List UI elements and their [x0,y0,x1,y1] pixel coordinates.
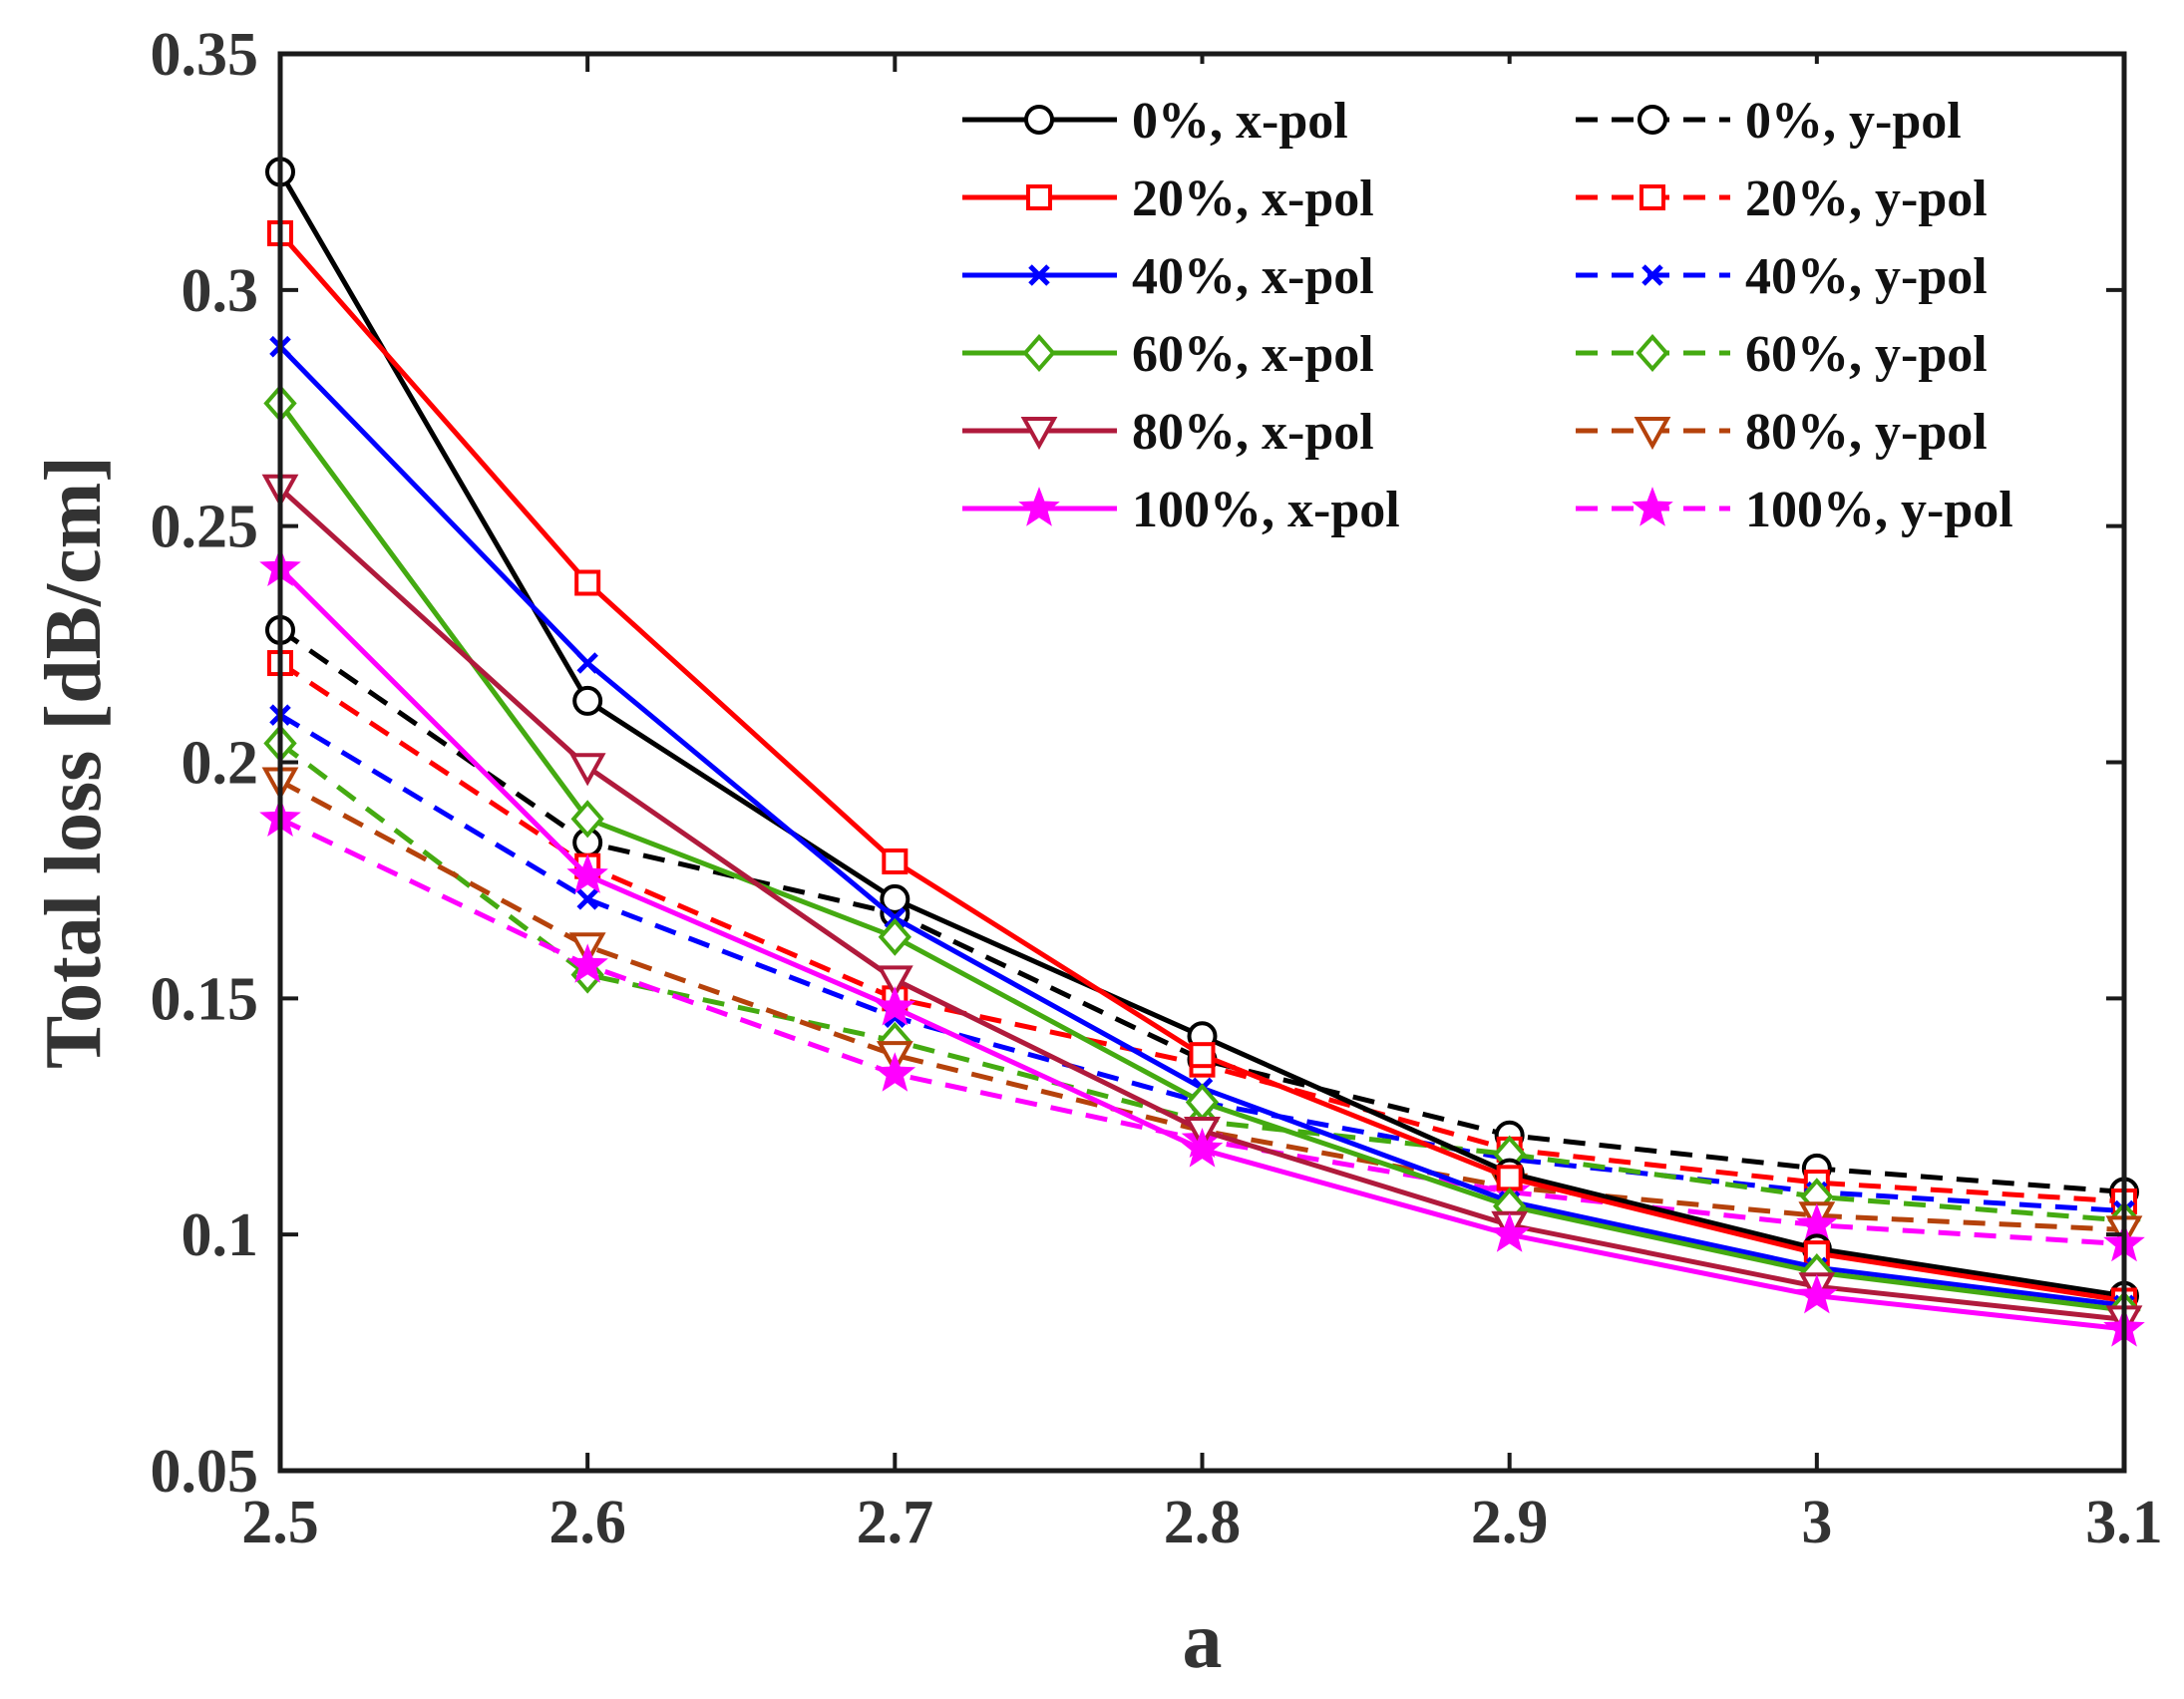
x-axis-title: a [1183,1597,1223,1685]
legend-marker [1636,333,1669,373]
legend-label: 100%, y-pol [1745,482,2013,538]
legend-marker [1632,487,1673,526]
legend-marker [1024,105,1054,135]
legend-item: 100%, y-pol [1576,482,2013,538]
legend-marker [1020,417,1058,451]
series-60-y-pol [263,724,2141,1239]
legend-marker [1026,184,1052,210]
data-point-marker [882,848,909,874]
data-point-marker [1189,1042,1216,1069]
legend-label: 40%, x-pol [1132,248,1374,305]
legend-marker [1639,184,1665,210]
legend-box [927,64,2104,552]
x-tick-label: 3.1 [2085,1489,2163,1556]
data-point-marker [1181,1128,1224,1168]
x-tick-label: 2.7 [857,1489,934,1556]
y-tick-label: 0.1 [182,1201,259,1269]
legend-item: 60%, y-pol [1576,326,1988,383]
series-80-x-pol [261,474,2143,1339]
data-point-marker [566,943,608,983]
legend-label: 0%, y-pol [1745,93,1962,150]
data-point-marker [874,985,916,1026]
legend-item: 0%, x-pol [962,93,1348,150]
y-tick-label: 0.35 [151,21,259,89]
y-axis-title: Total loss [dB/cm] [30,456,118,1069]
legend-marker [1641,264,1663,286]
data-point-marker [566,853,608,893]
y-tick-label: 0.25 [151,494,259,561]
data-point-marker [874,1052,916,1092]
legend-item: 0%, y-pol [1576,93,1962,150]
x-tick-label: 2.8 [1164,1489,1242,1556]
y-tick-label: 0.15 [151,965,259,1033]
y-tick-label: 0.05 [151,1438,259,1506]
x-tick-label: 2.6 [548,1489,626,1556]
y-tick-label: 0.2 [182,730,259,798]
data-point-marker [878,917,911,956]
legend-item: 20%, y-pol [1576,170,1988,227]
data-point-marker [876,965,913,999]
legend-label: 100%, x-pol [1132,482,1400,538]
legend-item: 60%, x-pol [962,326,1374,383]
legend-item: 80%, x-pol [962,404,1374,461]
legend-marker [1028,264,1050,286]
legend-label: 20%, y-pol [1745,170,1988,227]
legend-label: 40%, y-pol [1745,248,1988,305]
legend-label: 20%, x-pol [1132,170,1374,227]
legend-marker [1634,417,1671,451]
legend-item: 40%, x-pol [962,248,1374,305]
legend-item: 40%, y-pol [1576,248,1988,305]
data-point-marker [1488,1212,1531,1252]
tick-labels: 2.5 2.6 2.7 2.8 2.9 3 3.1 0.05 0.1 0.15 0.2 0.25 0.3… [151,21,2163,1556]
data-point-marker [1796,1273,1838,1314]
data-point-marker [576,652,598,674]
data-point-marker [880,883,910,914]
legend: 0%, x-pol 20%, x-pol 40%, x-pol 60%, x-pol 8… [927,64,2104,552]
data-point-marker [568,753,606,787]
legend-marker [1638,105,1667,135]
x-tick-label: 3 [1801,1489,1832,1556]
data-point-marker [572,685,603,716]
legend-label: 80%, y-pol [1745,404,1988,461]
legend-item: 80%, y-pol [1576,404,1988,461]
data-point-marker [574,569,601,596]
legend-marker [1022,333,1056,373]
legend-marker [1018,487,1060,526]
legend-label: 0%, x-pol [1132,93,1348,150]
legend-item: 20%, x-pol [962,170,1374,227]
legend-label: 60%, x-pol [1132,326,1374,383]
data-point-marker [1496,1165,1523,1191]
legend-label: 80%, x-pol [1132,404,1374,461]
x-tick-label: 2.5 [241,1489,319,1556]
data-point-marker [570,800,604,839]
legend-label: 60%, y-pol [1745,326,1988,383]
y-tick-label: 0.3 [182,257,259,325]
data-point-marker [1796,1202,1838,1243]
data-point-marker [576,888,598,910]
x-tick-label: 2.9 [1471,1489,1549,1556]
legend-item: 100%, x-pol [962,482,1400,538]
